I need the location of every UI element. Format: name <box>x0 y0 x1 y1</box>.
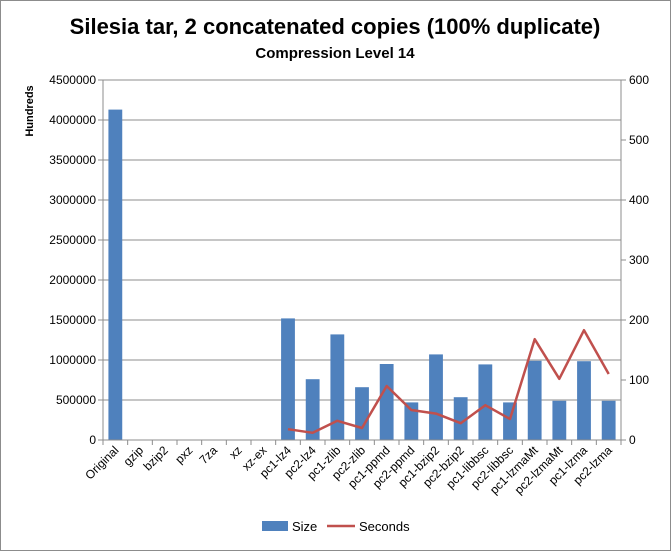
y2-tick-label: 200 <box>629 313 649 327</box>
bar-pc1-lzmaMt <box>527 360 542 440</box>
y2-tick-label: 0 <box>629 433 636 447</box>
y-tick-label: 500000 <box>56 393 96 407</box>
x-tick-label: pxz <box>172 443 195 466</box>
bar-pc1-zlib <box>330 334 345 440</box>
bar-pc2-lz4 <box>305 379 320 440</box>
bar-pc2-libbsc <box>503 402 517 440</box>
y-tick-label: 3000000 <box>49 193 96 207</box>
bar-pc1-bzip2 <box>429 354 443 440</box>
legend-swatch-size <box>262 521 288 531</box>
y2-tick-label: 500 <box>629 133 649 147</box>
legend: Size Seconds <box>262 519 410 534</box>
y-tick-label: 1000000 <box>49 353 96 367</box>
x-tick-label: xz <box>226 443 244 461</box>
line-series-seconds <box>287 328 610 435</box>
y-axis-title: Hundreds <box>24 85 36 136</box>
y2-tick-label: 600 <box>629 73 649 87</box>
x-tick-label: bzip2 <box>141 443 171 473</box>
line-seconds <box>287 328 610 435</box>
bar-pc1-ppmd <box>379 364 394 440</box>
y-tick-label: 2500000 <box>49 233 96 247</box>
bar-pc2-lzma <box>601 400 616 440</box>
y-tick-label: 2000000 <box>49 273 96 287</box>
legend-label-seconds: Seconds <box>359 519 410 534</box>
bar-series-size <box>108 109 616 440</box>
y2-tick-label: 300 <box>629 253 649 267</box>
y-tick-label: 3500000 <box>49 153 96 167</box>
y-axis-right-ticks: 0 100 200 300 400 500 600 <box>621 73 649 447</box>
bar-pc1-lz4 <box>281 318 295 440</box>
bar-pc2-lzmaMt <box>552 400 567 440</box>
bar-Original <box>108 109 123 440</box>
y-tick-label: 4000000 <box>49 113 96 127</box>
y-tick-label: 4500000 <box>49 73 96 87</box>
bar-pc2-bzip2 <box>453 397 468 440</box>
chart-title: Silesia tar, 2 concatenated copies (100%… <box>70 14 601 39</box>
bar-pc1-libbsc <box>478 364 493 440</box>
y2-tick-label: 400 <box>629 193 649 207</box>
legend-label-size: Size <box>292 519 317 534</box>
y-tick-label: 1500000 <box>49 313 96 327</box>
y-axis-left-ticks: 0 500000 1000000 1500000 2000000 2500000 30000… <box>49 73 103 447</box>
bar-pc2-ppmd <box>404 402 419 440</box>
bar-pc2-zlib <box>355 387 369 440</box>
bar-pc1-lzma <box>577 361 591 440</box>
x-tick-label: 7za <box>197 443 221 467</box>
chart-subtitle: Compression Level 14 <box>255 45 415 62</box>
y2-tick-label: 100 <box>629 373 649 387</box>
x-tick-label: Original <box>82 443 121 482</box>
y-tick-label: 0 <box>89 433 96 447</box>
